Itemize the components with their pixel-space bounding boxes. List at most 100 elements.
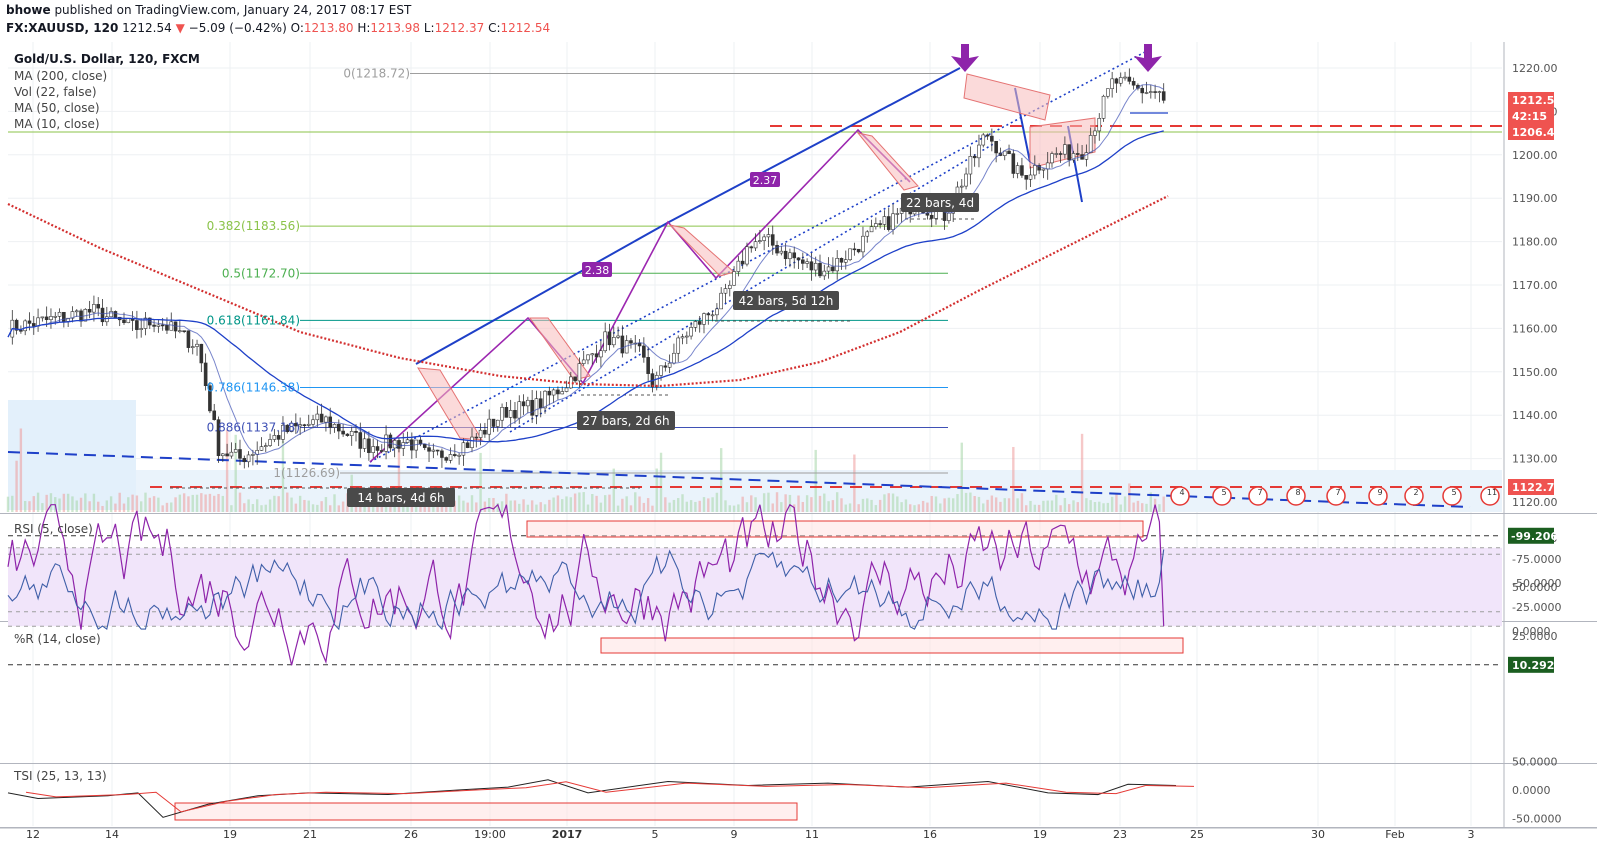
volume-bar: [1119, 504, 1122, 512]
candle-body: [444, 457, 449, 461]
volume-bar: [329, 505, 332, 512]
candle-body: [23, 320, 27, 332]
candle-body: [1118, 77, 1123, 84]
volume-bar: [152, 496, 156, 512]
event-flag-icon[interactable]: [1326, 486, 1346, 506]
volume-bar: [294, 503, 298, 512]
volume-bar: [896, 496, 899, 512]
volume-bar: [174, 497, 177, 512]
volume-bar: [715, 492, 719, 512]
purple-zigzag: [369, 128, 911, 463]
volume-bar: [1012, 446, 1015, 512]
candle-body: [805, 261, 809, 264]
candle-body: [715, 308, 719, 316]
candle-body: [388, 434, 393, 449]
candle-body: [869, 226, 874, 233]
volume-bar: [200, 493, 203, 512]
candle-body: [637, 342, 642, 347]
volume-bar: [1007, 498, 1011, 512]
event-flag-icon[interactable]: [1248, 486, 1268, 506]
symbol-label[interactable]: FX:XAUUSD, 120: [6, 21, 119, 35]
candle-body: [719, 292, 723, 310]
fib-level-label: 0(1218.72): [343, 67, 410, 81]
time-tick-label: 19: [1033, 828, 1047, 841]
author-name[interactable]: bhowe: [6, 3, 51, 17]
volume-bar: [973, 496, 976, 512]
volume-bar: [127, 497, 130, 512]
candle-body: [599, 350, 603, 358]
candle-body: [706, 313, 711, 316]
volume-bar: [745, 502, 749, 512]
tsi-highlight-box: [174, 802, 798, 821]
volume-bar: [105, 500, 109, 512]
candle-body: [676, 337, 681, 354]
candle-body: [642, 345, 646, 358]
time-tick-label: 19:00: [474, 828, 506, 841]
candle-body: [672, 352, 676, 364]
volume-bar: [887, 493, 890, 512]
flag-rectangle: [529, 317, 591, 381]
volume-bar: [260, 505, 263, 512]
candle-body: [1123, 76, 1127, 79]
event-flag-icon[interactable]: [1212, 486, 1232, 506]
time-tick-label: 9: [731, 828, 738, 841]
upper-trendline: [415, 67, 961, 365]
volume-bar: [101, 505, 104, 512]
candle-body: [405, 439, 410, 443]
volume-bar: [475, 502, 478, 512]
volume-bar: [208, 493, 212, 512]
candle-body: [521, 401, 526, 407]
event-count: 11: [1487, 488, 1497, 497]
candle-body: [36, 317, 40, 327]
volume-bar: [956, 494, 959, 512]
event-flag-icon[interactable]: [1404, 486, 1424, 506]
candle-body: [367, 438, 371, 453]
event-flag-icon[interactable]: [1480, 486, 1500, 506]
volume-bar: [707, 498, 710, 512]
candle-body: [994, 140, 998, 154]
candle-body: [1045, 162, 1050, 170]
volume-bar: [505, 493, 508, 512]
candle-body: [375, 446, 380, 451]
candle-body: [831, 266, 835, 272]
price-tick-label: 1220.00: [1512, 62, 1558, 75]
candle-body: [551, 389, 556, 396]
volume-bar: [131, 494, 134, 512]
channel-dotted-line: [509, 139, 1001, 433]
volume-bar: [496, 503, 499, 512]
volume-bar: [303, 499, 306, 512]
candle-body: [306, 423, 311, 426]
candle-body: [723, 288, 728, 294]
high-label: H:: [357, 21, 371, 35]
candle-body: [470, 436, 474, 448]
volume-bar: [75, 500, 78, 512]
volume-bar: [582, 492, 585, 512]
event-flag-icon[interactable]: [1286, 486, 1306, 506]
candle-body: [246, 454, 251, 463]
candle-body: [311, 419, 315, 425]
candle-body: [1161, 91, 1166, 101]
event-count: 5: [1221, 488, 1226, 497]
candle-body: [770, 234, 775, 246]
time-tick-label: 12: [26, 828, 40, 841]
volume-bar: [182, 493, 186, 512]
event-flag-icon[interactable]: [1442, 486, 1462, 506]
event-flag-icon[interactable]: [1368, 486, 1388, 506]
volume-bar: [1042, 500, 1045, 512]
candle-body: [813, 262, 818, 271]
volume-bar: [1149, 492, 1153, 512]
volume-bar: [195, 494, 199, 512]
candle-body: [105, 316, 109, 323]
candle-body: [190, 346, 195, 348]
candle-body: [500, 407, 504, 421]
volume-bar: [238, 492, 242, 512]
candle-body: [745, 246, 749, 265]
candle-body: [878, 223, 882, 225]
volume-bar: [148, 497, 151, 512]
volume-bar: [139, 501, 143, 512]
volume-bar: [97, 501, 100, 512]
candle-body: [216, 419, 221, 457]
volume-bar: [689, 500, 693, 512]
event-flag-icon[interactable]: [1170, 486, 1190, 506]
